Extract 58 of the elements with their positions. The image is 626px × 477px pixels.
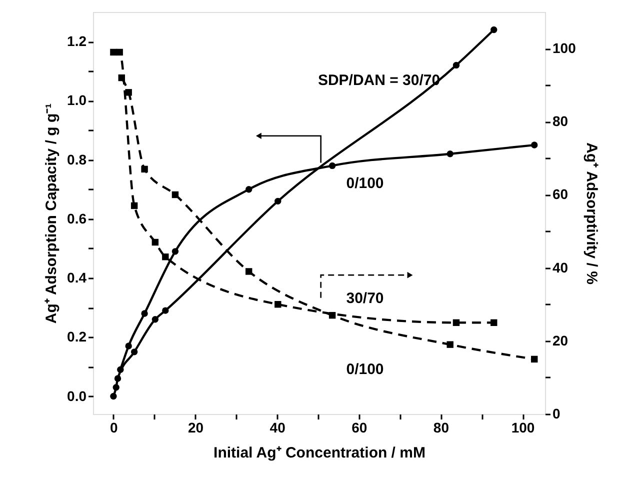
point	[446, 341, 454, 348]
series-label: 0/100	[346, 175, 384, 192]
point	[452, 319, 460, 326]
y-tick-label: 0.6	[67, 210, 87, 226]
point	[172, 248, 179, 255]
point	[328, 162, 336, 170]
x-tick-label: 20	[188, 420, 204, 436]
point	[130, 202, 138, 210]
point	[110, 392, 117, 400]
y2-tick-label: 0	[552, 406, 560, 422]
x-tick-label: 80	[433, 420, 450, 436]
point	[117, 366, 124, 374]
point	[118, 74, 125, 82]
point	[274, 198, 282, 205]
y-tick-label: 0.0	[67, 388, 87, 404]
point	[245, 268, 252, 275]
point	[490, 26, 498, 34]
y2-axis-title: Ag⁺ Adsorptivity / %	[582, 142, 600, 284]
point	[141, 166, 148, 172]
point	[130, 348, 138, 356]
point	[141, 310, 148, 317]
y-tick-label: 1.2	[67, 33, 87, 50]
point	[531, 142, 538, 148]
y2-tick-label: 60	[552, 186, 568, 202]
y-tick-label: 0.8	[67, 151, 87, 168]
point	[446, 150, 454, 158]
x-tick-label: 40	[270, 420, 286, 436]
y-axis-title: Ag⁺ Adsorption Capacity / g g⁻¹	[43, 103, 60, 324]
point	[328, 312, 336, 319]
point	[274, 301, 282, 308]
point	[162, 254, 169, 260]
y-tick-label: 0.2	[67, 328, 87, 345]
point	[245, 186, 252, 193]
point	[172, 191, 179, 198]
point	[452, 62, 460, 69]
point	[125, 89, 132, 96]
point	[490, 319, 498, 326]
y-tick-label: 1.0	[67, 92, 87, 108]
series-label: 0/100	[346, 361, 384, 378]
y-tick-label: 0.4	[67, 270, 87, 286]
x-tick-label: 100	[511, 420, 535, 436]
point	[162, 307, 169, 314]
y2-tick-label: 100	[552, 40, 576, 56]
point	[152, 316, 159, 323]
x-tick-label: 0	[110, 420, 118, 436]
point	[112, 384, 120, 391]
x-tick-label: 60	[352, 420, 368, 436]
x-axis-title: Initial Ag⁺ Concentration / mM	[214, 444, 426, 462]
point	[152, 238, 159, 246]
point	[116, 48, 123, 56]
y2-tick-label: 80	[552, 113, 568, 130]
y2-tick-label: 40	[552, 259, 568, 276]
series-label: SDP/DAN = 30/70	[318, 72, 440, 89]
point	[531, 356, 538, 363]
series-label: 30/70	[346, 290, 384, 307]
point	[114, 375, 122, 382]
y2-tick-label: 20	[552, 332, 568, 348]
point	[125, 342, 132, 350]
